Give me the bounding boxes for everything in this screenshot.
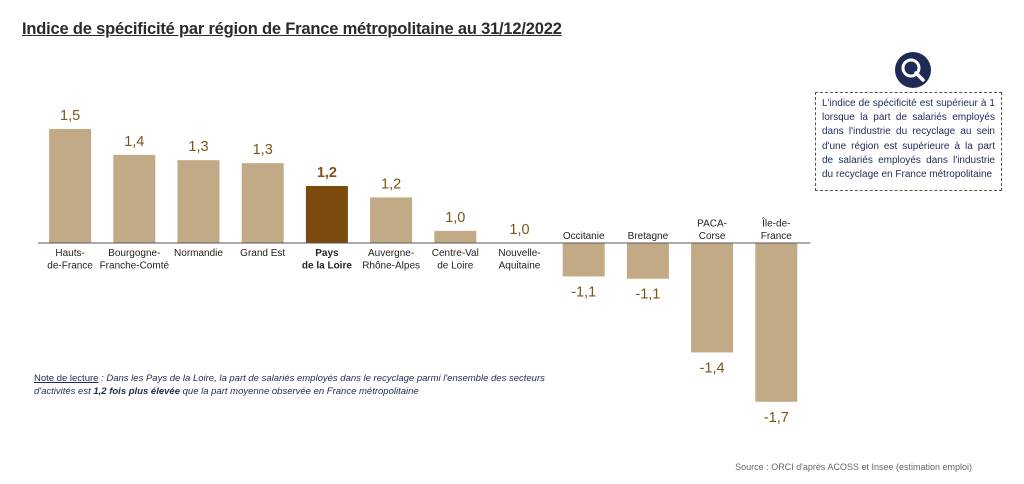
data-label: -1,1 [635, 287, 660, 303]
category-label: Centre-Val de Loire [432, 248, 479, 272]
bar [370, 197, 413, 243]
info-text: L'indice de spécificité est supérieur à … [822, 98, 995, 181]
data-label: 1,3 [253, 142, 273, 158]
category-label: Occitanie [563, 231, 605, 242]
bar [434, 230, 477, 243]
note-text-before: : Dans les Pays de la Loire, la part de … [34, 373, 545, 397]
category-label: Auvergne-Rhône-Alpes [362, 248, 420, 272]
bar [305, 186, 348, 243]
info-box: L'indice de spécificité est supérieur à … [815, 92, 1002, 191]
category-label: Nouvelle-Aquitaine [498, 248, 540, 272]
bar [177, 160, 220, 243]
bar [49, 129, 92, 243]
category-label: Bretagne [628, 231, 669, 242]
data-label: 1,2 [381, 176, 401, 192]
data-label: 1,4 [124, 134, 144, 150]
category-label: Normandie [174, 248, 223, 259]
reading-note: Note de lecture : Dans les Pays de la Lo… [34, 372, 554, 398]
category-label: Pays de la Loire [302, 248, 352, 272]
magnifier-icon [893, 50, 933, 90]
data-label: -1,1 [571, 284, 596, 300]
bar [755, 243, 798, 402]
category-label: PACA-Corse [697, 219, 727, 243]
category-label: Île-de-France [761, 217, 793, 243]
note-bold: 1,2 fois plus élevée [93, 386, 180, 397]
bar [691, 243, 734, 353]
data-label: 1,0 [445, 210, 465, 226]
bar [626, 243, 669, 279]
category-label: Bourgogne-Franche-Comté [100, 248, 170, 272]
category-label: Grand Est [240, 248, 285, 259]
data-label: 1,0 [509, 222, 529, 238]
category-label: Hauts-de-France [47, 248, 93, 272]
data-label: 1,5 [60, 108, 80, 124]
data-label: -1,7 [764, 410, 789, 426]
data-label: -1,4 [700, 360, 725, 376]
bar [113, 154, 156, 243]
data-label: 1,3 [188, 139, 208, 155]
bar [562, 243, 605, 277]
chart-title: Indice de spécificité par région de Fran… [22, 20, 562, 38]
note-label: Note de lecture [34, 373, 99, 384]
note-text-after: que la part moyenne observée en France m… [179, 386, 419, 397]
source-note: Source : ORCI d'après ACOSS et Insee (es… [735, 462, 972, 472]
data-label: 1,2 [317, 165, 337, 181]
bar [241, 163, 284, 243]
